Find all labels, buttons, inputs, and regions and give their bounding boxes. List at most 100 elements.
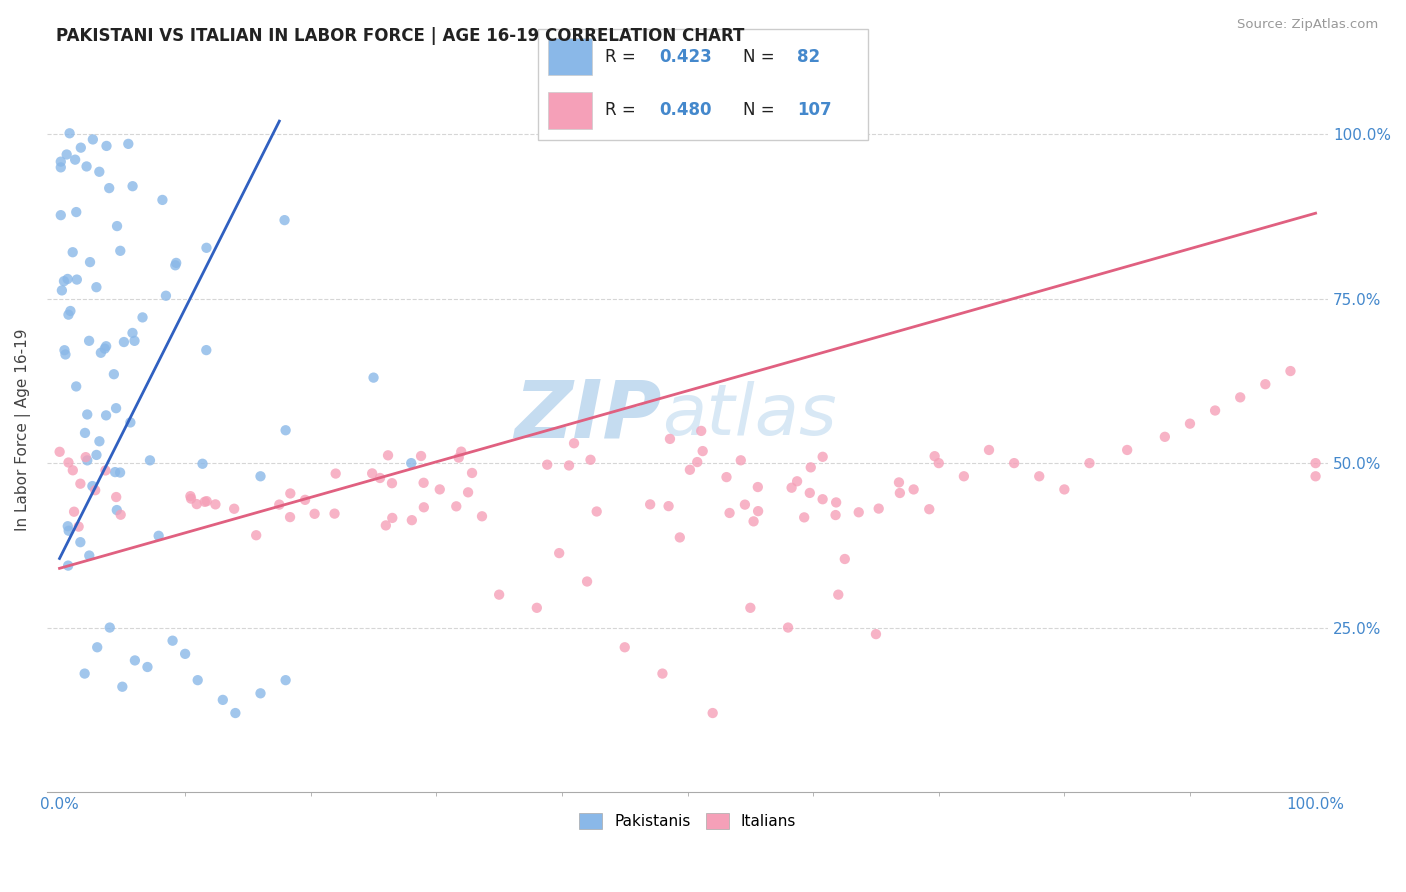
Point xyxy=(1305,469,1327,483)
Point xyxy=(56,272,79,286)
Point xyxy=(824,508,846,522)
Point xyxy=(105,219,128,233)
Point xyxy=(131,310,153,325)
Point xyxy=(1028,469,1050,483)
Text: N =: N = xyxy=(744,102,780,120)
Text: 82: 82 xyxy=(797,48,821,66)
Point xyxy=(827,588,849,602)
Point xyxy=(558,458,581,473)
Point xyxy=(368,471,391,485)
Point xyxy=(98,181,121,195)
Text: ZIP: ZIP xyxy=(515,376,662,455)
Point xyxy=(786,475,808,489)
Point xyxy=(834,552,856,566)
Point xyxy=(747,504,769,518)
Point xyxy=(89,165,111,179)
Point xyxy=(174,647,197,661)
Point xyxy=(412,475,434,490)
Point xyxy=(361,467,384,481)
Point xyxy=(526,600,548,615)
Point xyxy=(269,498,291,512)
Point xyxy=(187,673,209,688)
Point xyxy=(73,666,96,681)
Point xyxy=(363,370,385,384)
Point xyxy=(75,450,97,464)
Point xyxy=(953,469,976,483)
Point xyxy=(488,588,510,602)
Point xyxy=(273,213,295,227)
Legend: Pakistanis, Italians: Pakistanis, Italians xyxy=(572,806,803,835)
Point xyxy=(811,492,834,507)
Point xyxy=(638,497,661,511)
Point xyxy=(59,304,82,318)
Point xyxy=(66,272,89,286)
Text: R =: R = xyxy=(605,102,641,120)
Point xyxy=(848,505,870,519)
Point xyxy=(659,432,682,446)
Point xyxy=(56,519,79,533)
Point xyxy=(865,627,887,641)
Point xyxy=(204,497,226,511)
Point xyxy=(86,640,108,655)
Point xyxy=(928,456,950,470)
Point xyxy=(1078,456,1101,470)
Point xyxy=(447,450,470,465)
Point xyxy=(69,141,91,155)
Point xyxy=(58,456,80,470)
Point xyxy=(94,409,117,423)
Point xyxy=(105,490,128,504)
Point xyxy=(278,510,301,524)
Point xyxy=(274,673,297,688)
Point xyxy=(94,463,117,477)
Point xyxy=(58,308,80,322)
Point xyxy=(180,491,202,506)
Point xyxy=(105,503,128,517)
Point xyxy=(79,255,101,269)
Point xyxy=(579,452,602,467)
Point xyxy=(155,289,177,303)
Point xyxy=(1002,456,1025,470)
Point xyxy=(374,518,396,533)
Point xyxy=(690,424,713,438)
Point xyxy=(294,492,316,507)
Point xyxy=(136,660,159,674)
Point xyxy=(811,450,834,464)
Point xyxy=(742,514,765,528)
Point xyxy=(1116,442,1139,457)
Point xyxy=(49,161,72,175)
Point xyxy=(274,423,297,437)
Point xyxy=(84,483,107,498)
Point xyxy=(1178,417,1201,431)
Point xyxy=(446,500,468,514)
Point xyxy=(76,453,98,467)
Text: N =: N = xyxy=(744,48,780,66)
Point xyxy=(108,466,131,480)
Point xyxy=(562,436,585,450)
Point xyxy=(325,467,347,481)
Point xyxy=(249,469,271,483)
Point xyxy=(889,486,911,500)
Point xyxy=(429,483,451,497)
Point xyxy=(1153,430,1175,444)
Point xyxy=(139,453,162,467)
Point xyxy=(887,475,910,490)
Point xyxy=(90,345,112,359)
Point xyxy=(49,154,72,169)
Point xyxy=(49,208,72,222)
Point xyxy=(734,498,756,512)
Point xyxy=(1279,364,1302,378)
Point xyxy=(1254,377,1277,392)
Point xyxy=(1229,390,1251,404)
Point xyxy=(224,706,246,720)
Point xyxy=(381,476,404,491)
Point xyxy=(110,508,132,522)
Point xyxy=(825,495,848,509)
Point xyxy=(194,495,217,509)
Point xyxy=(669,530,692,544)
Point xyxy=(780,481,803,495)
Point xyxy=(82,479,104,493)
Point xyxy=(409,449,432,463)
Point xyxy=(399,456,422,470)
Point xyxy=(461,466,484,480)
Point xyxy=(776,621,799,635)
